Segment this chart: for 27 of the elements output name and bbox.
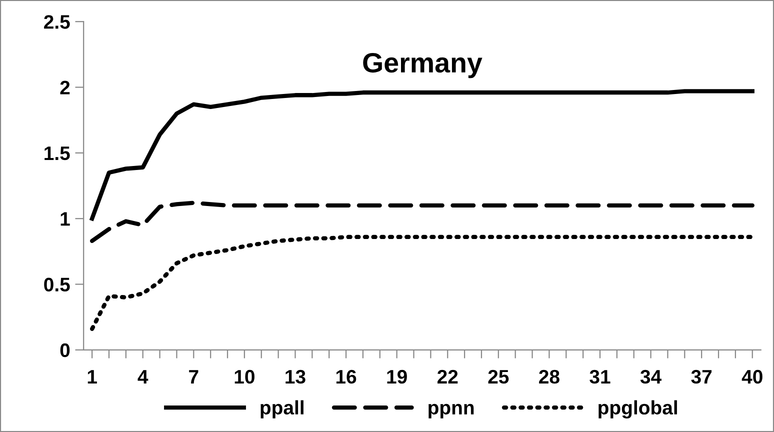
x-tick-label: 13: [286, 370, 306, 384]
line-series: [90, 200, 754, 244]
line-series: [90, 89, 754, 221]
x-tick-label: 37: [691, 370, 712, 384]
x-tick-label: 25: [488, 370, 509, 384]
line-series: [90, 234, 754, 331]
y-tick-label: 1.5: [44, 146, 70, 160]
y-tick-label: 1: [60, 212, 70, 226]
x-tick-label: 19: [387, 370, 407, 384]
x-tick-label: 31: [590, 370, 610, 384]
y-tick-label: 0.5: [44, 278, 70, 292]
x-tick-label: 40: [742, 370, 762, 384]
x-tick-label: 7: [189, 370, 198, 384]
x-tick-label: 34: [640, 370, 662, 384]
x-tick-label: 1: [88, 370, 97, 384]
legend-label: ppall: [260, 400, 304, 418]
x-tick-label: 10: [234, 370, 254, 384]
y-tick-label: 0: [60, 343, 70, 358]
y-tick-label: 2.5: [44, 15, 70, 29]
legend-label: ppnn: [428, 404, 474, 418]
legend-label: ppglobal: [598, 400, 677, 418]
x-tick-label: 4: [138, 370, 148, 384]
x-tick-label: 16: [336, 370, 356, 384]
text: Germany: [363, 52, 482, 78]
x-tick-label: 22: [437, 370, 458, 384]
x-tick-label: 28: [539, 370, 560, 384]
y-tick-label: 2: [60, 80, 70, 94]
